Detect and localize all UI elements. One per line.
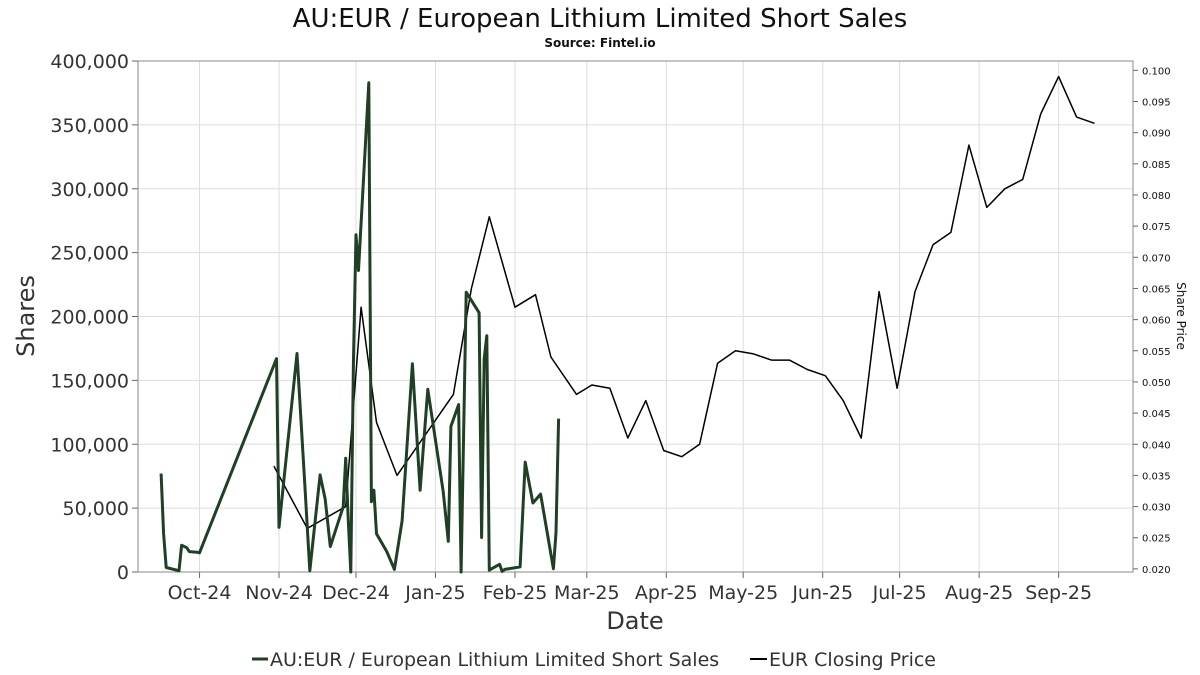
y2-tick-label: 0.040 [1142,440,1171,451]
y2-tick-label: 0.050 [1142,378,1171,389]
y2-tick-label: 0.060 [1142,316,1171,327]
y2-tick-label: 0.020 [1142,565,1171,576]
x-tick-label: Jun-25 [791,582,853,604]
y-tick-label: 200,000 [50,307,129,329]
y2-axis-ticks: 0.020 0.025 0.030 0.035 0.040 0.045 0.050 0.055… [1133,66,1171,576]
y-tick-label: 400,000 [50,51,129,73]
x-tick-label: Oct-24 [168,582,232,604]
x-axis-ticks: Oct-24 Nov-24 Dec-24 Jan-25 Feb-25 Mar-25 Apr-… [168,572,1092,604]
y-tick-label: 0 [117,562,129,584]
y-axis-ticks: 0 50,000 100,000 150,000 200,000 250,000 300,0… [50,51,138,584]
closing-price-series-line [273,75,1095,530]
y2-tick-label: 0.025 [1142,534,1171,545]
x-tick-label: Aug-25 [945,582,1013,604]
x-tick-label: Sep-25 [1025,582,1092,604]
chart-title: AU:EUR / European Lithium Limited Short … [293,4,908,34]
x-tick-label: Nov-24 [245,582,313,604]
plot-frame [137,60,1134,573]
x-tick-label: May-25 [708,582,778,604]
x-tick-label: Jan-25 [404,582,465,604]
legend: AU:EUR / European Lithium Limited Short … [252,649,936,671]
y2-tick-label: 0.030 [1142,503,1171,514]
y2-tick-label: 0.065 [1142,284,1171,295]
chart-subtitle: Source: Fintel.io [544,36,655,50]
y2-axis-label: Share Price [1174,282,1188,350]
series-lines [159,75,1095,574]
x-axis-label: Date [606,607,663,635]
y-axis-label: Shares [12,275,40,357]
y2-tick-label: 0.100 [1142,66,1171,77]
y2-tick-label: 0.095 [1142,98,1171,109]
y-tick-label: 350,000 [50,115,129,137]
y2-tick-label: 0.090 [1142,129,1171,140]
legend-label-closing-price: EUR Closing Price [769,649,936,671]
y2-tick-label: 0.045 [1142,409,1171,420]
grid [138,60,1133,573]
y2-tick-label: 0.080 [1142,191,1171,202]
y-tick-label: 50,000 [63,498,129,520]
x-tick-label: Mar-25 [554,582,620,604]
y2-tick-label: 0.070 [1142,253,1171,264]
y-tick-label: 250,000 [50,243,129,265]
x-tick-label: Apr-25 [635,582,698,604]
x-tick-label: Feb-25 [483,582,548,604]
y2-tick-label: 0.075 [1142,222,1171,233]
y2-tick-label: 0.085 [1142,160,1171,171]
y-tick-label: 300,000 [50,179,129,201]
legend-label-short-sales: AU:EUR / European Lithium Limited Short … [270,649,719,671]
y2-tick-label: 0.035 [1142,471,1171,482]
y-tick-label: 100,000 [50,434,129,456]
y-tick-label: 150,000 [50,370,129,392]
short-sales-series-line [159,81,561,574]
x-tick-label: Jul-25 [872,582,927,604]
y2-tick-label: 0.055 [1142,347,1171,358]
x-tick-label: Dec-24 [322,582,390,604]
